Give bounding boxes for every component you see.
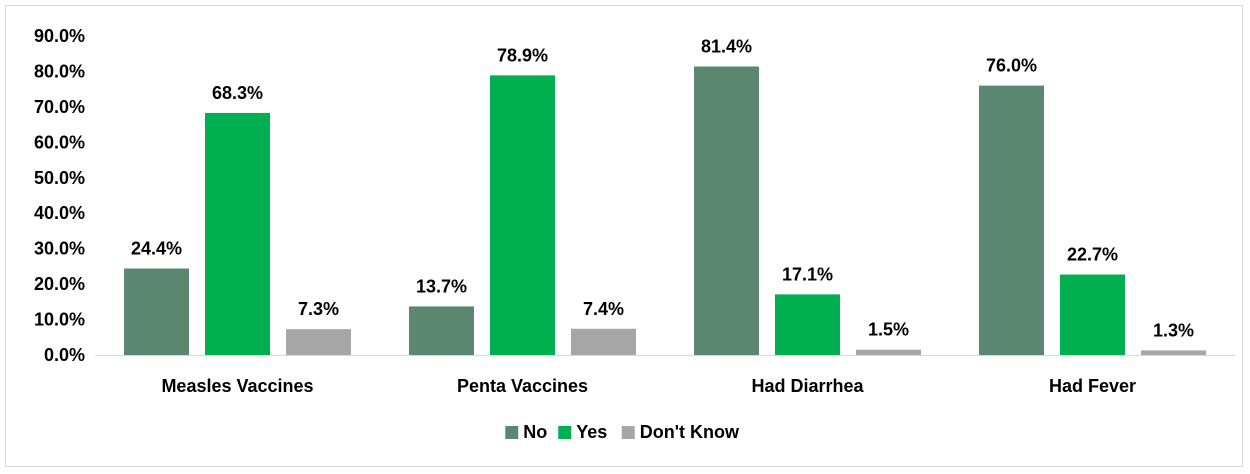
bar-no xyxy=(694,66,759,355)
legend-swatch xyxy=(558,426,572,439)
y-tick-label: 30.0% xyxy=(34,239,85,259)
y-tick-label: 10.0% xyxy=(34,310,85,330)
y-tick-label: 50.0% xyxy=(34,168,85,188)
bar-don-t-know xyxy=(1141,350,1206,355)
x-category-label: Measles Vaccines xyxy=(161,376,313,396)
legend-label: Yes xyxy=(576,422,607,442)
data-label: 81.4% xyxy=(701,36,752,56)
legend-label: No xyxy=(523,422,547,442)
bar-no xyxy=(409,306,474,355)
y-tick-label: 90.0% xyxy=(34,26,85,46)
bar-no xyxy=(979,85,1044,355)
bar-don-t-know xyxy=(571,328,636,355)
data-label: 7.4% xyxy=(583,299,624,319)
y-tick-label: 0.0% xyxy=(44,345,85,365)
bar-yes xyxy=(1060,274,1125,355)
bar-yes xyxy=(205,112,270,355)
legend-label: Don't Know xyxy=(640,422,740,442)
data-label: 1.5% xyxy=(868,320,909,340)
x-category-label: Had Diarrhea xyxy=(751,376,864,396)
bar-don-t-know xyxy=(856,349,921,355)
bar-yes xyxy=(490,75,555,356)
data-label: 78.9% xyxy=(497,45,548,65)
data-label: 68.3% xyxy=(212,83,263,103)
y-tick-label: 80.0% xyxy=(34,61,85,81)
legend-swatch xyxy=(505,426,519,439)
bar-no xyxy=(124,268,189,355)
legend-swatch xyxy=(621,426,635,439)
x-category-label: Penta Vaccines xyxy=(457,376,588,396)
data-label: 76.0% xyxy=(986,56,1037,76)
y-tick-label: 20.0% xyxy=(34,274,85,294)
data-label: 1.3% xyxy=(1153,320,1194,340)
data-label: 22.7% xyxy=(1067,245,1118,265)
y-tick-label: 40.0% xyxy=(34,203,85,223)
bar-yes xyxy=(775,294,840,355)
x-category-label: Had Fever xyxy=(1049,376,1136,396)
bar-don-t-know xyxy=(286,329,351,355)
data-label: 13.7% xyxy=(416,276,467,296)
y-tick-label: 60.0% xyxy=(34,132,85,152)
data-label: 7.3% xyxy=(298,299,339,319)
data-label: 24.4% xyxy=(131,239,182,259)
y-tick-label: 70.0% xyxy=(34,97,85,117)
data-label: 17.1% xyxy=(782,264,833,284)
